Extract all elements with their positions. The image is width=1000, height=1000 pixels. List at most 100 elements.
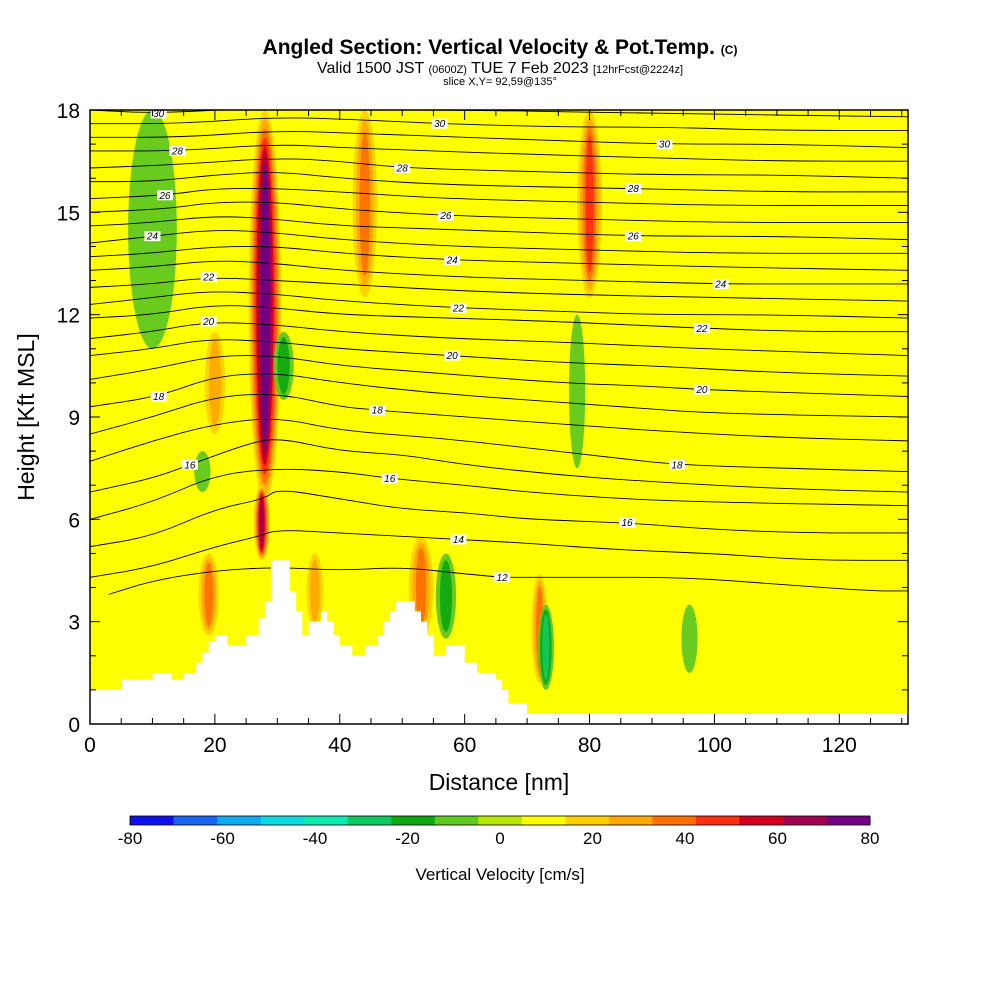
colorbar-swatch: [260, 816, 305, 825]
y-tick-label: 12: [57, 305, 80, 328]
isentrope-label: 16: [184, 460, 196, 471]
isentrope-line: [90, 260, 908, 285]
isentrope-label-bg: [625, 231, 642, 242]
slice-info: slice X,Y= 92,59@135°: [443, 76, 557, 88]
colorbar-swatch: [782, 816, 827, 825]
velocity-field: [90, 110, 908, 724]
x-tick-label: 100: [697, 734, 732, 757]
downdraft-band: [439, 560, 453, 632]
title-main: Angled Section: Vertical Velocity & Pot.…: [262, 36, 715, 59]
colorbar-tick-label: 60: [768, 829, 787, 848]
y-tick-label: 6: [68, 509, 80, 532]
isentrope-label: 18: [671, 460, 683, 471]
isentrope-label-bg: [656, 139, 673, 150]
colorbar-swatch: [565, 816, 610, 825]
title-copyright: (C): [720, 43, 738, 57]
isentrope-line: [108, 567, 908, 595]
isentrope-line: [90, 277, 908, 302]
x-tick-label: 20: [203, 734, 226, 757]
colorbar-swatch: [391, 816, 436, 825]
isentrope-line: [90, 291, 908, 319]
isentrope-label: 20: [446, 351, 459, 362]
isentrope-line: [90, 439, 908, 493]
isentrope-line: [90, 339, 908, 377]
isentrope-label: 28: [171, 146, 184, 157]
isentrope-label-bg: [444, 350, 461, 361]
isentrope-label: 30: [434, 119, 446, 130]
isentrope-label-bg: [369, 405, 386, 416]
colorbar-swatch: [608, 816, 653, 825]
isentrope-label: 28: [627, 184, 640, 195]
isentrope-line: [90, 468, 908, 520]
isentrope-label-bg: [381, 473, 398, 484]
isentrope-line: [90, 201, 908, 224]
isentrope-line: [90, 117, 908, 131]
valid-prefix: Valid 1500 JST: [316, 60, 424, 77]
downdraft-band: [194, 451, 211, 493]
y-tick-label: 9: [68, 407, 80, 430]
isentrope-label-bg: [450, 534, 467, 545]
chart-title: Angled Section: Vertical Velocity & Pot.…: [0, 36, 1000, 60]
isentrope-label-bg: [150, 110, 167, 119]
isentrope-line: [90, 245, 908, 271]
x-axis-title: Distance [nm]: [429, 769, 570, 795]
isentrope-label-bg: [200, 316, 217, 327]
colorbar-swatch: [739, 816, 784, 825]
colorbar-tick-label: 40: [676, 829, 695, 848]
isentrope-label-bg: [144, 231, 161, 242]
x-tick-label: 40: [328, 734, 351, 757]
downdraft-band: [568, 314, 586, 469]
colorbar: -80 -60 -40 -20 0 20 40 60 80: [118, 815, 879, 848]
valid-utc: (0600Z): [428, 64, 467, 76]
isentrope-line: [90, 490, 908, 548]
isentrope-label-bg: [693, 384, 710, 395]
y-axis-title: Height [Kft MSL]: [13, 333, 39, 500]
colorbar-swatch: [478, 816, 523, 825]
colorbar-tick-label: -60: [210, 829, 235, 848]
isentrope-line: [90, 355, 908, 397]
isentrope-label: 26: [627, 232, 640, 243]
colorbar-swatch: [695, 816, 740, 825]
x-tick-label: 0: [84, 734, 96, 757]
isentrope-label-bg: [494, 572, 511, 583]
isentrope-line: [90, 305, 908, 333]
colorbar-swatch: [130, 816, 175, 825]
isentrope-label-bg: [693, 323, 710, 334]
isentrope-label-bg: [200, 272, 217, 283]
isentrope-label-bg: [625, 183, 642, 194]
colorbar-swatch: [826, 816, 871, 825]
y-tick-label: 18: [57, 100, 80, 123]
isentrope-label-bg: [712, 278, 729, 289]
valid-date: TUE 7 Feb 2023: [471, 60, 589, 77]
colorbar-swatch: [173, 816, 218, 825]
isentrope-label-bg: [437, 210, 454, 221]
colorbar-tick-label: -20: [395, 829, 420, 848]
isentrope-label: 24: [146, 232, 159, 243]
isentrope-contours: 12 14 16 16 16 18 18 18 20 20 20 22 22 22 24 24 24 26 26 26…: [90, 110, 908, 595]
isentrope-label-bg: [619, 517, 636, 528]
isentrope-label-bg: [181, 459, 198, 470]
y-tick-label: 0: [68, 714, 80, 737]
downdraft-band: [277, 337, 290, 395]
isentrope-line: [90, 131, 908, 148]
isentrope-label: 14: [453, 535, 465, 546]
downdraft-band: [681, 604, 698, 673]
isentrope-label: 16: [384, 474, 396, 485]
terrain: [90, 560, 908, 724]
isentrope-label: 18: [153, 392, 165, 403]
colorbar-tick-label: -80: [118, 829, 143, 848]
x-tick-label: 120: [822, 734, 857, 757]
colorbar-swatch: [217, 816, 262, 825]
isentrope-label-bg: [450, 302, 467, 313]
terrain-mask: [90, 560, 908, 724]
isentrope-line: [90, 216, 908, 241]
isentrope-label: 26: [439, 211, 452, 222]
updraft-band: [204, 562, 213, 626]
isentrope-label-bg: [668, 459, 685, 470]
isentrope-label: 28: [396, 163, 409, 174]
isentrope-label-bg: [431, 118, 448, 129]
isentrope-label: 12: [497, 573, 509, 584]
updraft-band: [359, 131, 370, 277]
colorbar-frame: [129, 815, 871, 826]
